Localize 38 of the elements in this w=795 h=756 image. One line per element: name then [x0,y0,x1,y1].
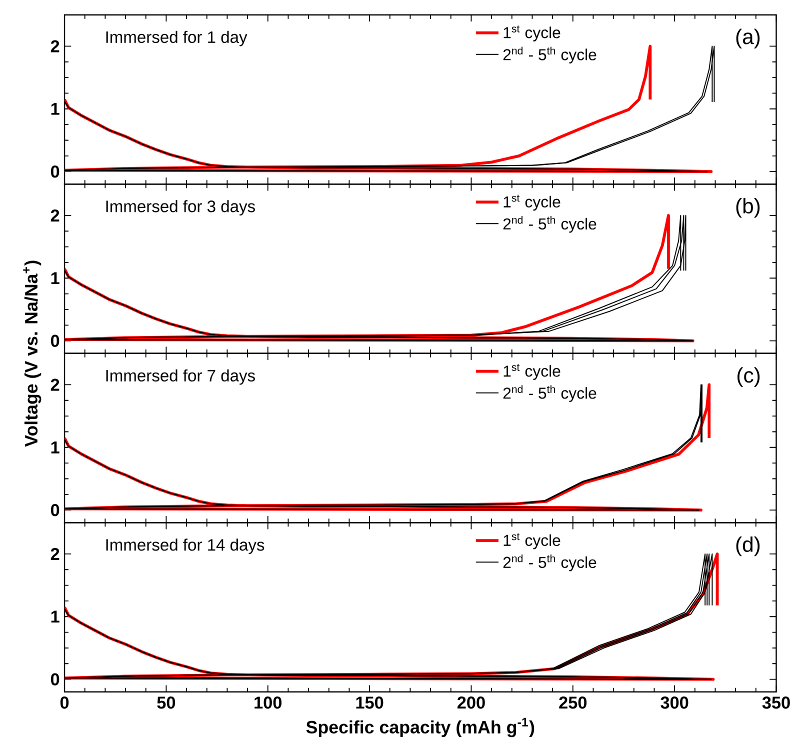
annotation: (a) [736,28,760,48]
y-axis-title: Voltage (V vs. Na/Na$^{+}$) [23,260,42,447]
legend-label: 1$^{st}$ cycle [504,25,560,42]
text: Immersed for 1 day [106,30,248,46]
y-tick-label: 0 [50,334,60,347]
y-tick-label: 1 [51,272,60,284]
legend-label: 2$^{nd}$ - 5$^{th}$ cycle [503,385,596,402]
x-tick-label: 0 [60,696,69,709]
text: Immersed for 7 days [106,369,255,385]
x-tick-label: 50 [157,696,176,709]
text: Immersed for 3 days [106,200,255,216]
x-tick-label: 250 [559,696,587,709]
y-tick-label: 0 [50,165,60,178]
y-tick-label: 0 [50,504,60,516]
x-axis-title: Specific capacity (mAh g$^{-1}$) [306,718,534,737]
x-tick-label: 150 [356,696,384,709]
legend-label: 2$^{nd}$ - 5$^{th}$ cycle [503,554,596,572]
text: Immersed for 14 days [106,538,264,554]
x-tick-label: 350 [762,696,790,709]
y-tick-label: 2 [50,378,60,391]
annotation: (c) [738,367,760,387]
legend-label: 1$^{st}$ cycle [504,194,560,210]
y-tick-label: 1 [51,441,60,454]
y-tick-label: 2 [50,40,60,52]
legend-label: 1$^{st}$ cycle [504,533,560,549]
x-tick-label: 100 [254,696,282,709]
y-tick-label: 1 [51,102,60,115]
x-tick-label: 300 [660,696,688,709]
y-tick-label: 1 [51,610,60,622]
y-tick-label: 2 [50,548,60,560]
legend-label: 2$^{nd}$ - 5$^{th}$ cycle [503,46,596,64]
legend-label: 2$^{nd}$ - 5$^{th}$ cycle [503,216,596,233]
y-tick-label: 0 [50,673,60,686]
x-tick-label: 200 [457,696,485,709]
legend-label: 1$^{st}$ cycle [504,364,560,380]
y-tick-label: 2 [50,209,60,222]
annotation: (b) [736,198,760,218]
annotation: (d) [736,536,760,556]
